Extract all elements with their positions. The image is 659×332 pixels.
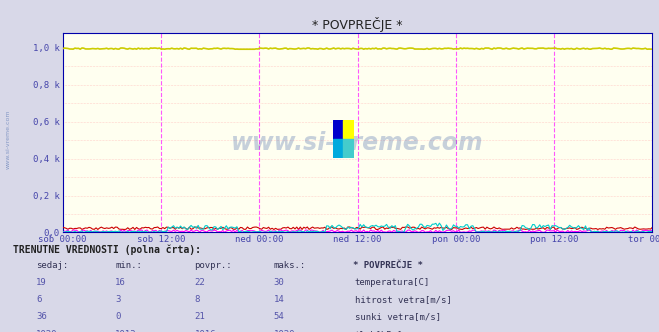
Text: 6: 6	[36, 295, 42, 304]
Text: hitrost vetra[m/s]: hitrost vetra[m/s]	[355, 295, 451, 304]
Text: min.:: min.:	[115, 261, 142, 270]
Bar	[343, 138, 354, 158]
Text: www.si-vreme.com: www.si-vreme.com	[5, 110, 11, 169]
Text: 30: 30	[273, 278, 284, 287]
Text: temperatura[C]: temperatura[C]	[355, 278, 430, 287]
Text: 1016: 1016	[194, 330, 216, 332]
Text: 36: 36	[36, 312, 47, 321]
Text: 8: 8	[194, 295, 200, 304]
Bar	[333, 120, 343, 138]
Text: 0: 0	[115, 312, 121, 321]
Title: * POVPREČJE *: * POVPREČJE *	[312, 17, 403, 32]
Text: 3: 3	[115, 295, 121, 304]
Text: 1020: 1020	[273, 330, 295, 332]
Text: 19: 19	[36, 278, 47, 287]
Text: 54: 54	[273, 312, 284, 321]
Text: www.si-vreme.com: www.si-vreme.com	[231, 131, 484, 155]
Text: sunki vetra[m/s]: sunki vetra[m/s]	[355, 312, 441, 321]
Text: TRENUTNE VREDNOSTI (polna črta):: TRENUTNE VREDNOSTI (polna črta):	[13, 244, 201, 255]
Text: 1013: 1013	[115, 330, 137, 332]
Bar	[333, 138, 343, 158]
Text: 16: 16	[115, 278, 126, 287]
Text: maks.:: maks.:	[273, 261, 306, 270]
Text: 1020: 1020	[36, 330, 58, 332]
Bar	[343, 120, 354, 138]
Text: sedaj:: sedaj:	[36, 261, 69, 270]
Text: 14: 14	[273, 295, 284, 304]
Text: * POVPREČJE *: * POVPREČJE *	[353, 261, 422, 270]
Text: 22: 22	[194, 278, 205, 287]
Text: tlak[hPa]: tlak[hPa]	[355, 330, 403, 332]
Text: povpr.:: povpr.:	[194, 261, 232, 270]
Text: 21: 21	[194, 312, 205, 321]
